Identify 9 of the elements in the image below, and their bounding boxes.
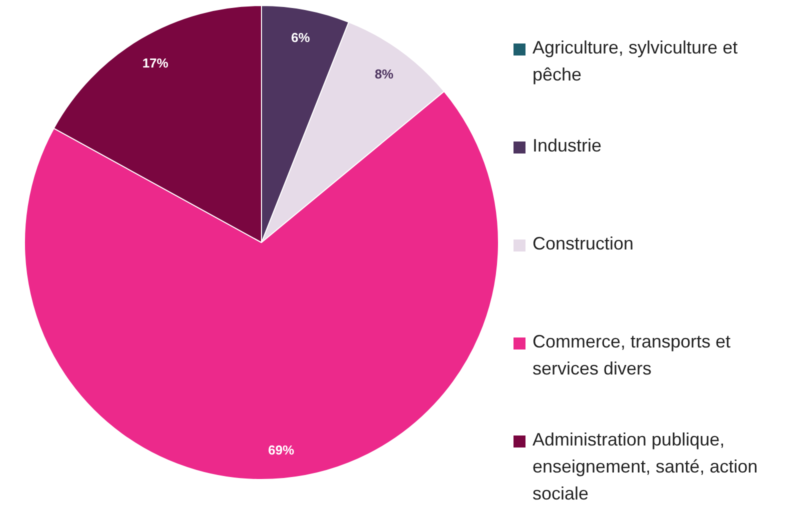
data-label: 8%: [374, 66, 394, 82]
data-label: 69%: [268, 442, 295, 458]
data-label: 17%: [142, 55, 169, 70]
legend-label: Commerce, transports et services divers: [532, 332, 731, 378]
legend-label: Administration publique, enseignement, santé, action sociale: [532, 430, 758, 504]
legend-label: Construction: [532, 234, 634, 254]
legend-label: Agriculture, sylviculture et pêche: [532, 38, 738, 84]
data-label: 6%: [291, 30, 310, 46]
legend-label: Industrie: [532, 136, 602, 156]
